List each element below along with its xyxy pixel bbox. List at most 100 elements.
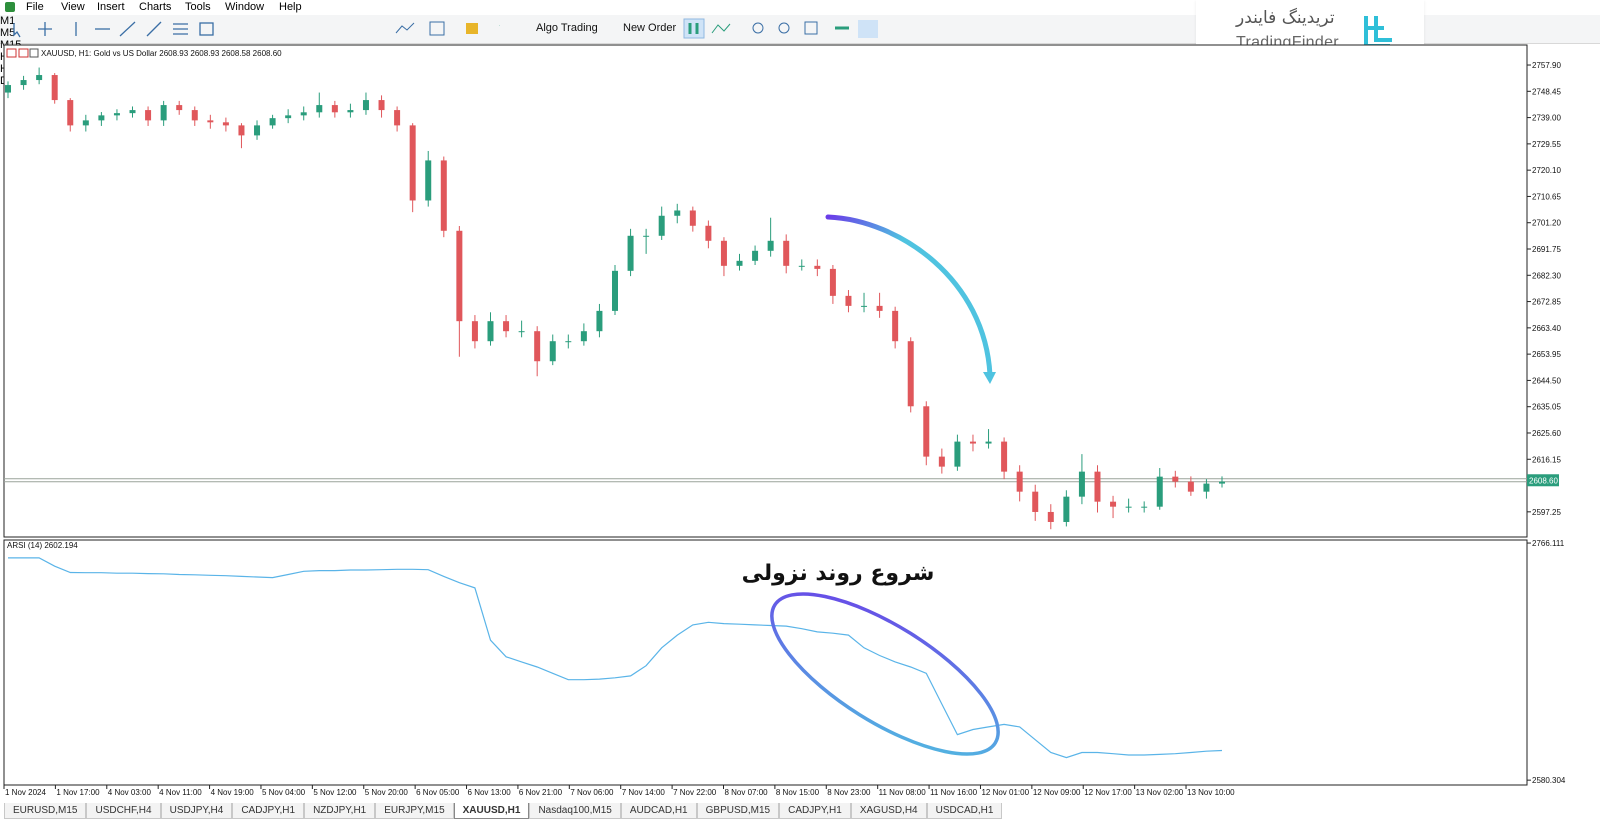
app-icon [5, 2, 15, 12]
candle-body [1125, 506, 1132, 508]
candle-body [518, 331, 525, 333]
candle-body [549, 341, 556, 362]
symbol-tab[interactable]: NZDJPY,H1 [304, 803, 376, 819]
y-tick-label: 2757.90 [1532, 61, 1561, 70]
x-tick-label: 13 Nov 10:00 [1187, 788, 1235, 797]
symbol-tab[interactable]: USDCAD,H1 [926, 803, 1003, 819]
candle-body [456, 230, 463, 322]
x-tick-label: 1 Nov 2024 [5, 788, 46, 797]
candle-body [316, 105, 323, 113]
candle-body [876, 305, 883, 311]
candle-body [1047, 511, 1054, 522]
candle-body [409, 125, 416, 201]
candle-body [643, 235, 650, 237]
algo-trading-button[interactable]: Algo Trading [536, 22, 598, 34]
y-tick-label: 2710.65 [1532, 192, 1561, 201]
candle-body [176, 105, 183, 111]
candle-body [98, 115, 105, 121]
candle-body [471, 321, 478, 342]
symbol-tab[interactable]: USDJPY,H4 [160, 803, 233, 819]
symbol-tab[interactable]: GBPUSD,M15 [696, 803, 780, 819]
candle-body [20, 80, 27, 86]
candle-body [954, 441, 961, 467]
candle-body [938, 456, 945, 467]
candle-body [1219, 481, 1225, 484]
x-tick-label: 8 Nov 07:00 [724, 788, 768, 797]
highlight-ellipse [770, 592, 1000, 756]
logo-persian: تریدینگ فایندر [1236, 8, 1335, 28]
candle-body [1172, 476, 1179, 482]
candle-body [378, 100, 385, 111]
candle-body [1063, 496, 1070, 522]
y-tick-label: 2625.60 [1532, 429, 1561, 438]
x-tick-label: 12 Nov 01:00 [981, 788, 1029, 797]
candle-body [487, 321, 494, 342]
timeframe-button[interactable]: M5 [0, 27, 16, 39]
y-tick-label: 2672.85 [1532, 298, 1561, 307]
symbol-tab[interactable]: EURUSD,M15 [4, 803, 87, 819]
x-tick-label: 8 Nov 15:00 [776, 788, 820, 797]
x-tick-label: 7 Nov 14:00 [622, 788, 666, 797]
candle-body [331, 105, 338, 113]
candle-body [798, 265, 805, 267]
y-tick-label: 2580.304 [1532, 776, 1566, 785]
x-tick-label: 1 Nov 17:00 [56, 788, 100, 797]
x-tick-label: 12 Nov 09:00 [1033, 788, 1081, 797]
x-tick-label: 12 Nov 17:00 [1084, 788, 1132, 797]
candle-body [254, 125, 261, 136]
menu-item[interactable]: Help [279, 1, 302, 13]
symbol-tab[interactable]: USDCHF,H4 [86, 803, 161, 819]
symbol-tab[interactable]: AUDCAD,H1 [620, 803, 697, 819]
trend-arrow [825, 214, 993, 378]
symbol-tab[interactable]: XAGUSD,H4 [850, 803, 927, 819]
menu-item[interactable]: View [61, 1, 85, 13]
menu-item[interactable]: Insert [97, 1, 125, 13]
candle-body [565, 341, 572, 343]
view-tools [683, 18, 878, 39]
candle-body [222, 122, 229, 126]
x-tick-label: 4 Nov 11:00 [159, 788, 202, 797]
y-tick-label: 2663.40 [1532, 324, 1561, 333]
symbol-tab[interactable]: CADJPY,H1 [232, 803, 305, 819]
candle-body [658, 215, 665, 236]
annotation: شروع روند نزولی [742, 561, 935, 586]
symbol-tab[interactable]: EURJPY,M15 [375, 803, 454, 819]
chart-icons [6, 48, 39, 58]
x-tick-label: 11 Nov 08:00 [879, 788, 927, 797]
menu-item[interactable]: File [26, 1, 44, 13]
x-tick-label: 6 Nov 13:00 [468, 788, 512, 797]
new-order-button[interactable]: New Order [623, 22, 677, 34]
y-tick-label: 2729.55 [1532, 140, 1561, 149]
candle-body [596, 310, 603, 332]
current-price-label: 2608.60 [1529, 476, 1558, 485]
candle-body [440, 160, 447, 231]
y-tick-label: 2766.111 [1532, 539, 1565, 548]
indicator-pane [3, 539, 1528, 786]
candle-body [191, 110, 198, 121]
candle-body [1187, 481, 1194, 492]
menu-item[interactable]: Charts [139, 1, 172, 13]
candle-body [51, 75, 58, 101]
y-tick-label: 2597.25 [1532, 508, 1561, 517]
candle-body [145, 110, 152, 121]
symbol-tab[interactable]: CADJPY,H1 [779, 803, 851, 819]
indicator-title: ARSI (14) 2602.194 [7, 541, 78, 550]
menu-item[interactable]: Tools [185, 1, 211, 13]
symbol-tab[interactable]: Nasdaq100,M15 [529, 803, 621, 819]
symbol-tab[interactable]: XAUUSD,H1 [453, 803, 530, 819]
candle-body [534, 331, 541, 362]
candle-body [347, 110, 354, 113]
candle-body [705, 225, 712, 241]
candle-body [36, 75, 43, 81]
x-tick-label: 6 Nov 21:00 [519, 788, 563, 797]
symbol-tabs: EURUSD,M15 USDCHF,H4 USDJPY,H4 CADJPY,H1 NZD… [4, 803, 1003, 819]
menu-item[interactable]: Window [225, 1, 265, 13]
candle-body [1094, 471, 1101, 502]
drawing-tools [13, 21, 214, 38]
candle-body [5, 85, 11, 93]
timeframe-button[interactable]: M1 [0, 15, 16, 27]
y-tick-label: 2682.30 [1532, 271, 1561, 280]
candle-body [1156, 476, 1163, 507]
candle-body [814, 265, 821, 269]
